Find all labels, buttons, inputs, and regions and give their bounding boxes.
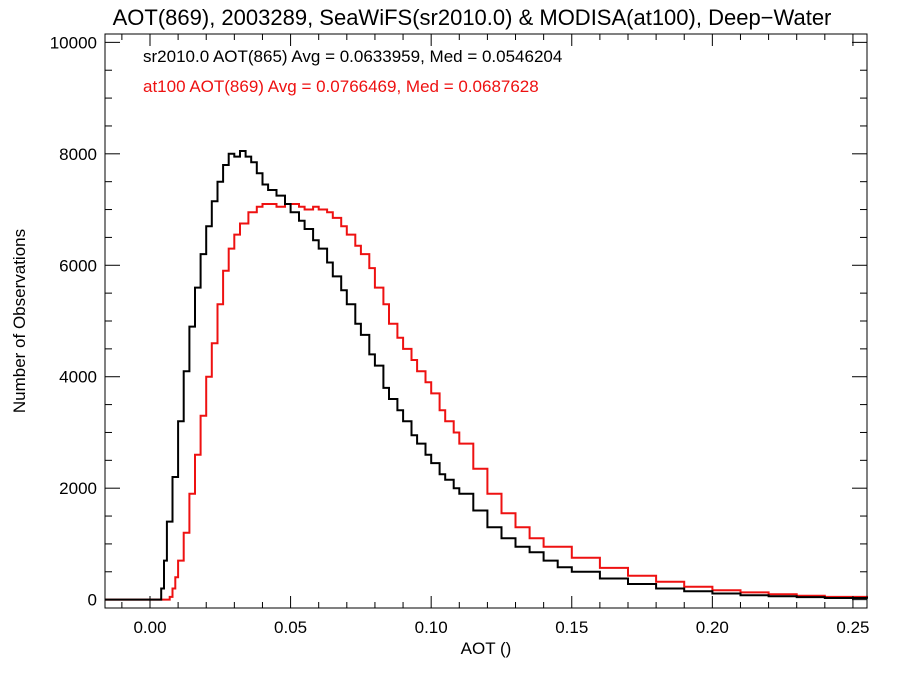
series-sr2010-histogram [105,150,868,601]
x-axis-label: AOT () [461,639,512,658]
y-tick-label: 10000 [50,33,97,52]
y-tick-label: 2000 [59,479,97,498]
y-tick-label: 8000 [59,145,97,164]
x-tick-label: 0.25 [836,618,869,637]
x-tick-label: 0.10 [415,618,448,637]
x-axis: 0.00 0.05 0.10 0.15 0.20 0.25 [121,34,869,637]
legend-entry-at100: at100 AOT(869) Avg = 0.0766469, Med = 0.… [143,77,539,96]
x-tick-label: 0.05 [274,618,307,637]
series-at100-histogram [105,203,868,601]
x-tick-label: 0.15 [555,618,588,637]
legend-entry-sr2010: sr2010.0 AOT(865) Avg = 0.0633959, Med =… [143,47,562,66]
y-tick-label: 0 [88,591,97,610]
y-tick-label: 4000 [59,368,97,387]
plot-area [105,150,868,601]
plot-frame [104,33,868,609]
chart-title: AOT(869), 2003289, SeaWiFS(sr2010.0) & M… [113,5,832,30]
y-tick-label: 6000 [59,256,97,275]
x-tick-label: 0.00 [133,618,166,637]
y-axis: 0 2000 4000 6000 8000 10000 [50,33,867,610]
y-axis-label: Number of Observations [10,229,29,413]
x-tick-label: 0.20 [696,618,729,637]
